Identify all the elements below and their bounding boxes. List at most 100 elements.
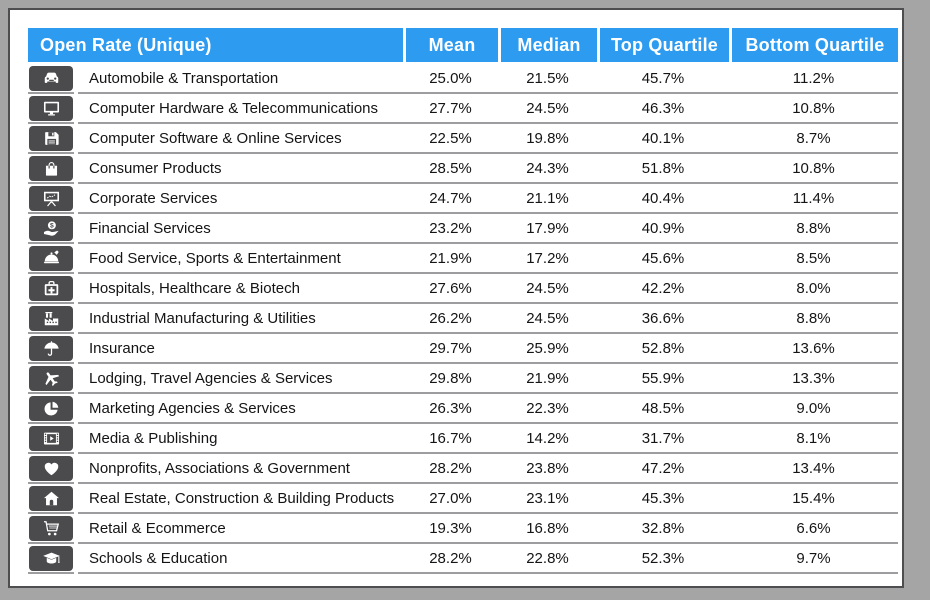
bottom-quartile-value: 9.7% <box>796 549 831 567</box>
median-value: 21.9% <box>526 369 569 387</box>
monitor-icon <box>29 95 73 121</box>
shopping-bag-icon <box>29 155 73 181</box>
industry-label: Hospitals, Healthcare & Biotech <box>89 279 300 297</box>
industry-label: Corporate Services <box>89 189 218 207</box>
top-quartile-value: 45.6% <box>641 249 685 267</box>
car-icon <box>29 65 73 91</box>
top-quartile-value: 46.3% <box>641 99 685 117</box>
industry-label: Media & Publishing <box>89 429 218 447</box>
table-row: Real Estate, Construction & Building Pro… <box>28 484 898 514</box>
top-quartile-value: 36.6% <box>641 309 685 327</box>
table-row: Computer Hardware & Telecommunications 2… <box>28 94 898 124</box>
top-quartile-value: 31.7% <box>641 429 685 447</box>
industry-label: Computer Software & Online Services <box>89 129 342 147</box>
shopping-cart-icon <box>29 515 73 541</box>
top-quartile-value: 47.2% <box>641 459 685 477</box>
presentation-icon <box>29 185 73 211</box>
bottom-quartile-value: 11.2% <box>792 69 835 87</box>
top-quartile-value: 45.7% <box>641 69 685 87</box>
mean-value: 27.7% <box>429 99 472 117</box>
table-row: Industrial Manufacturing & Utilities 26.… <box>28 304 898 334</box>
median-value: 25.9% <box>526 339 569 357</box>
industry-label: Industrial Manufacturing & Utilities <box>89 309 316 327</box>
table-row: Schools & Education 28.2% 22.8% 52.3% 9.… <box>28 544 898 574</box>
mean-value: 16.7% <box>429 429 472 447</box>
medkit-icon <box>29 275 73 301</box>
mean-value: 26.2% <box>429 309 472 327</box>
graduation-cap-icon <box>29 545 73 571</box>
table-row: Corporate Services 24.7% 21.1% 40.4% 11.… <box>28 184 898 214</box>
mean-value: 27.6% <box>429 279 472 297</box>
median-value: 23.8% <box>526 459 569 477</box>
median-value: 16.8% <box>526 519 569 537</box>
top-quartile-value: 55.9% <box>641 369 685 387</box>
mean-value: 23.2% <box>429 219 472 237</box>
industry-label: Schools & Education <box>89 549 228 567</box>
bottom-quartile-value: 13.3% <box>792 369 835 387</box>
table-row: Lodging, Travel Agencies & Services 29.8… <box>28 364 898 394</box>
mean-value: 21.9% <box>429 249 472 267</box>
mean-value: 28.2% <box>429 459 472 477</box>
table-row: Retail & Ecommerce 19.3% 16.8% 32.8% 6.6… <box>28 514 898 544</box>
mean-value: 26.3% <box>429 399 472 417</box>
table-body: Automobile & Transportation 25.0% 21.5% … <box>28 64 898 574</box>
industry-label: Retail & Ecommerce <box>89 519 226 537</box>
mean-value: 25.0% <box>429 69 472 87</box>
film-icon <box>29 425 73 451</box>
industry-label: Insurance <box>89 339 155 357</box>
mean-value: 28.2% <box>429 549 472 567</box>
food-cloche-icon <box>29 245 73 271</box>
floppy-disk-icon <box>29 125 73 151</box>
column-header-mean: Mean <box>406 28 498 62</box>
median-value: 14.2% <box>526 429 569 447</box>
industry-label: Nonprofits, Associations & Government <box>89 459 350 477</box>
bottom-quartile-value: 8.8% <box>796 309 831 327</box>
top-quartile-value: 45.3% <box>641 489 685 507</box>
median-value: 24.5% <box>526 279 569 297</box>
industry-label: Lodging, Travel Agencies & Services <box>89 369 333 387</box>
mean-value: 29.7% <box>429 339 472 357</box>
money-hand-icon: $ <box>29 215 73 241</box>
median-value: 24.5% <box>526 309 569 327</box>
bottom-quartile-value: 8.1% <box>796 429 831 447</box>
table-row: Media & Publishing 16.7% 14.2% 31.7% 8.1… <box>28 424 898 454</box>
median-value: 21.1% <box>526 189 569 207</box>
bottom-quartile-value: 9.0% <box>796 399 831 417</box>
median-value: 21.5% <box>526 69 569 87</box>
bottom-quartile-value: 8.5% <box>796 249 831 267</box>
median-value: 22.3% <box>526 399 569 417</box>
bottom-quartile-value: 13.6% <box>792 339 835 357</box>
airplane-icon <box>29 365 73 391</box>
table-row: $ Financial Services 23.2% 17.9% 40.9% 8… <box>28 214 898 244</box>
table-row: Insurance 29.7% 25.9% 52.8% 13.6% <box>28 334 898 364</box>
factory-icon <box>29 305 73 331</box>
top-quartile-value: 52.3% <box>641 549 685 567</box>
median-value: 17.9% <box>526 219 569 237</box>
top-quartile-value: 40.9% <box>641 219 685 237</box>
mean-value: 24.7% <box>429 189 472 207</box>
table-row: Hospitals, Healthcare & Biotech 27.6% 24… <box>28 274 898 304</box>
mean-value: 22.5% <box>429 129 472 147</box>
industry-label: Computer Hardware & Telecommunications <box>89 99 379 117</box>
top-quartile-value: 42.2% <box>641 279 685 297</box>
column-header-top-quartile: Top Quartile <box>600 28 729 62</box>
umbrella-icon <box>29 335 73 361</box>
table-row: Consumer Products 28.5% 24.3% 51.8% 10.8… <box>28 154 898 184</box>
bottom-quartile-value: 8.8% <box>796 219 831 237</box>
median-value: 24.5% <box>526 99 569 117</box>
industry-label: Marketing Agencies & Services <box>89 399 296 417</box>
industry-label: Food Service, Sports & Entertainment <box>89 249 341 267</box>
industry-label: Automobile & Transportation <box>89 69 279 87</box>
open-rate-table: Open Rate (Unique) Mean Median Top Quart… <box>28 28 898 574</box>
bottom-quartile-value: 8.7% <box>796 129 831 147</box>
bottom-quartile-value: 8.0% <box>796 279 831 297</box>
house-icon <box>29 485 73 511</box>
table-row: Nonprofits, Associations & Government 28… <box>28 454 898 484</box>
mean-value: 19.3% <box>429 519 472 537</box>
table-row: Marketing Agencies & Services 26.3% 22.3… <box>28 394 898 424</box>
top-quartile-value: 51.8% <box>641 159 685 177</box>
table-row: Food Service, Sports & Entertainment 21.… <box>28 244 898 274</box>
median-value: 24.3% <box>526 159 569 177</box>
top-quartile-value: 40.4% <box>641 189 685 207</box>
column-header-median: Median <box>501 28 597 62</box>
